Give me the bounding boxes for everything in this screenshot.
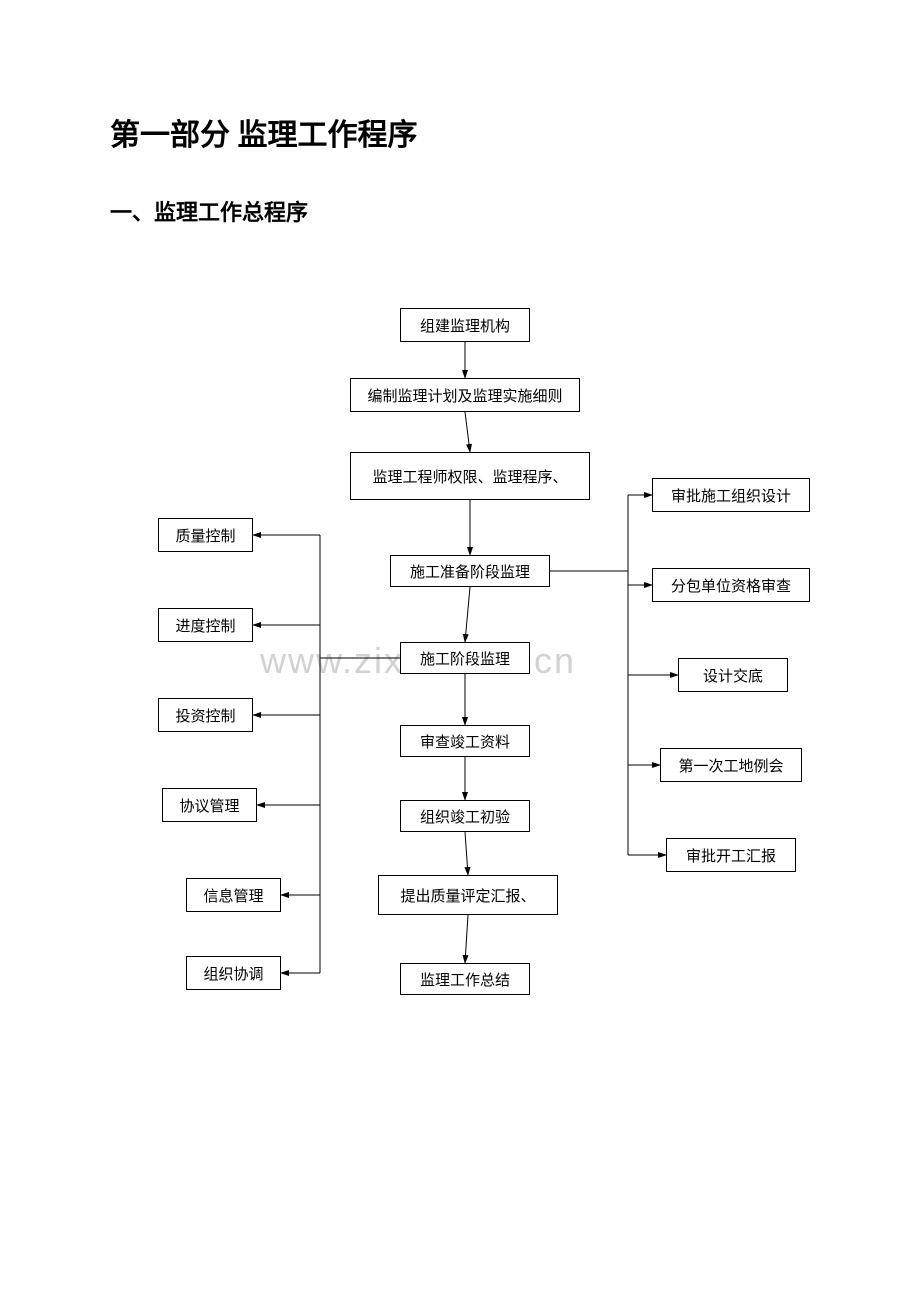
node-plan: 编制监理计划及监理实施细则 [350,378,580,412]
node-design-disclose: 设计交底 [678,658,788,692]
node-approve-start: 审批开工汇报 [666,838,796,872]
title-sub: 一、监理工作总程序 [110,195,308,227]
title-main: 第一部分 监理工作程序 [110,110,418,154]
node-info-mgmt: 信息管理 [186,878,281,912]
node-coord: 组织协调 [186,956,281,990]
node-construct-phase: 施工阶段监理 [400,642,530,674]
page: 第一部分 监理工作程序 一、监理工作总程序 www.zixin.com.cn 组… [0,0,920,1302]
node-contract-mgmt: 协议管理 [162,788,257,822]
node-authority: 监理工程师权限、监理程序、 [350,452,590,500]
node-summary: 监理工作总结 [400,963,530,995]
node-quality-report: 提出质量评定汇报、 [378,875,558,915]
node-initial-accept: 组织竣工初验 [400,800,530,832]
node-progress-control: 进度控制 [158,608,253,642]
node-invest-control: 投资控制 [158,698,253,732]
node-sub-qualify: 分包单位资格审查 [652,568,810,602]
node-org-setup: 组建监理机构 [400,308,530,342]
node-quality-control: 质量控制 [158,518,253,552]
node-prep-phase: 施工准备阶段监理 [390,555,550,587]
node-review-docs: 审查竣工资料 [400,725,530,757]
node-first-meeting: 第一次工地例会 [660,748,802,782]
node-approve-design: 审批施工组织设计 [652,478,810,512]
